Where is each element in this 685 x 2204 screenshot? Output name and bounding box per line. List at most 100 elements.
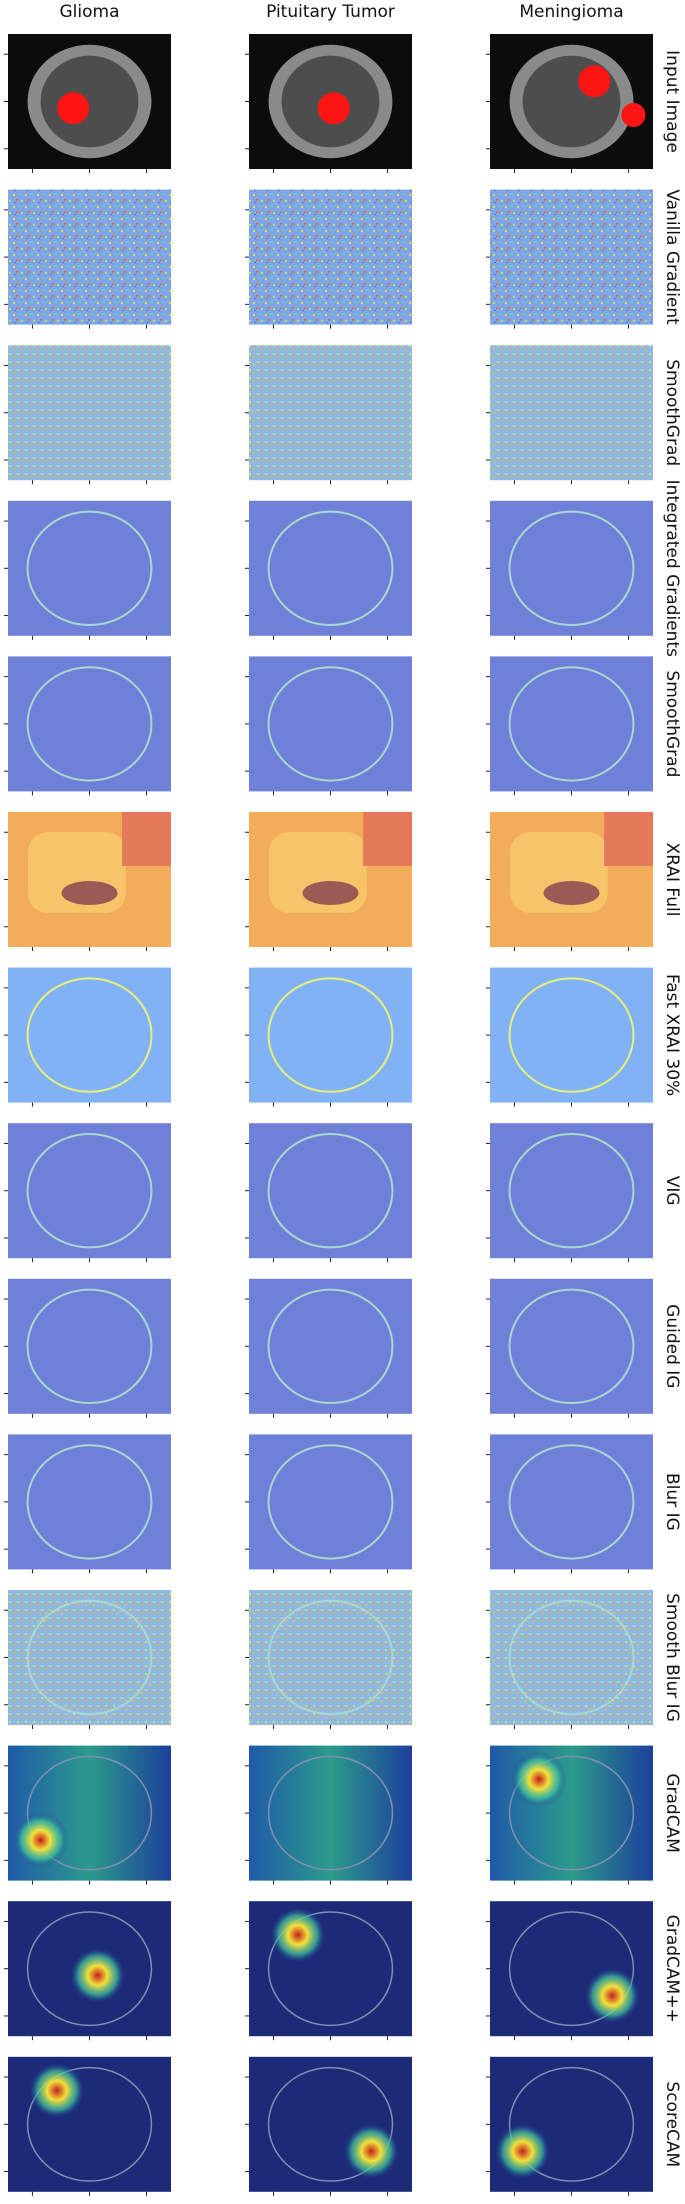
panel (245, 967, 412, 1107)
column-header: Meningioma (519, 2, 623, 22)
panel (486, 345, 653, 485)
panel-image (8, 656, 171, 792)
panel-image (490, 500, 653, 636)
outline (26, 2066, 153, 2182)
row-label: SmoothGrad (662, 670, 682, 777)
outline (267, 2066, 394, 2182)
column-header: Glioma (60, 2, 120, 22)
panel (4, 812, 171, 951)
panel-image (249, 1278, 412, 1414)
panel-image (8, 1123, 171, 1259)
panel-image (490, 345, 653, 481)
panel-image (490, 1590, 653, 1725)
outline (26, 1599, 153, 1716)
panel-image (249, 1590, 412, 1725)
panel-image (8, 1434, 171, 1570)
panel (4, 500, 171, 640)
panel-image (8, 189, 171, 325)
panel (245, 2056, 412, 2196)
outline (26, 977, 153, 1093)
panel (245, 1434, 412, 1574)
panel-image (490, 967, 653, 1103)
heatmap-blob (510, 1751, 567, 1808)
heatmap-blob (12, 1812, 69, 1869)
panel (486, 500, 653, 640)
panel (486, 1590, 653, 1729)
panel-image (8, 345, 171, 481)
heatmap-blob (494, 2123, 551, 2180)
heatmap-blob (28, 2062, 85, 2119)
row-label: GradCAM++ (662, 1915, 682, 2023)
outline (508, 1444, 635, 1560)
panel (245, 1590, 412, 1729)
region (363, 812, 412, 866)
outline (26, 1755, 153, 1871)
outline (267, 977, 394, 1093)
outline (508, 1911, 635, 2027)
panel-image (490, 1278, 653, 1414)
panel (245, 812, 412, 951)
outline (26, 510, 153, 626)
outline (508, 666, 635, 782)
heatmap-blob (69, 1947, 126, 2004)
outline (508, 510, 635, 626)
outline (267, 1133, 394, 1249)
panel (4, 1434, 171, 1574)
panel-image (8, 1278, 171, 1414)
row-label: Integrated Gradients (662, 480, 682, 657)
row-label: GradCAM (662, 1773, 682, 1853)
row-label: SmoothGrad (662, 359, 682, 466)
panel-image (8, 1590, 171, 1725)
panel (4, 189, 171, 329)
panel (4, 2056, 171, 2196)
panel (486, 2056, 653, 2196)
panel-image (249, 656, 412, 792)
panel (486, 1278, 653, 1418)
outline (26, 1133, 153, 1249)
tumor (57, 92, 90, 125)
column-header: Pituitary Tumor (266, 2, 395, 22)
panel-image (249, 1434, 412, 1570)
outline (508, 1599, 635, 1716)
panel (245, 1278, 412, 1418)
panel (486, 34, 653, 173)
panel (245, 1745, 412, 1885)
region (61, 881, 118, 905)
region (302, 881, 359, 905)
outline (508, 1755, 635, 1871)
outline (267, 1444, 394, 1560)
panel (486, 656, 653, 796)
panel-image (249, 1745, 412, 1881)
panel (245, 656, 412, 796)
panel (245, 189, 412, 329)
outline (267, 1911, 394, 2027)
panel (486, 812, 653, 951)
panel (245, 34, 412, 173)
outline (267, 510, 394, 626)
panel (4, 656, 171, 796)
panel (4, 34, 171, 173)
panel (486, 1434, 653, 1574)
panel (245, 500, 412, 640)
outline (508, 1288, 635, 1405)
panel (4, 1590, 171, 1729)
outline (26, 666, 153, 782)
outline (508, 1133, 635, 1249)
outline (267, 1599, 394, 1716)
row-label: Vanilla Gradient (662, 189, 682, 325)
region (604, 812, 653, 866)
outline (26, 1444, 153, 1560)
panel (486, 189, 653, 329)
panel-image (249, 345, 412, 481)
tumor (621, 103, 646, 127)
panel-image (490, 189, 653, 325)
panel-image (249, 189, 412, 325)
outline (267, 1288, 394, 1405)
panel-image (8, 500, 171, 636)
outline (508, 2066, 635, 2182)
panel (4, 967, 171, 1107)
panel (245, 345, 412, 485)
tumor (317, 92, 350, 125)
